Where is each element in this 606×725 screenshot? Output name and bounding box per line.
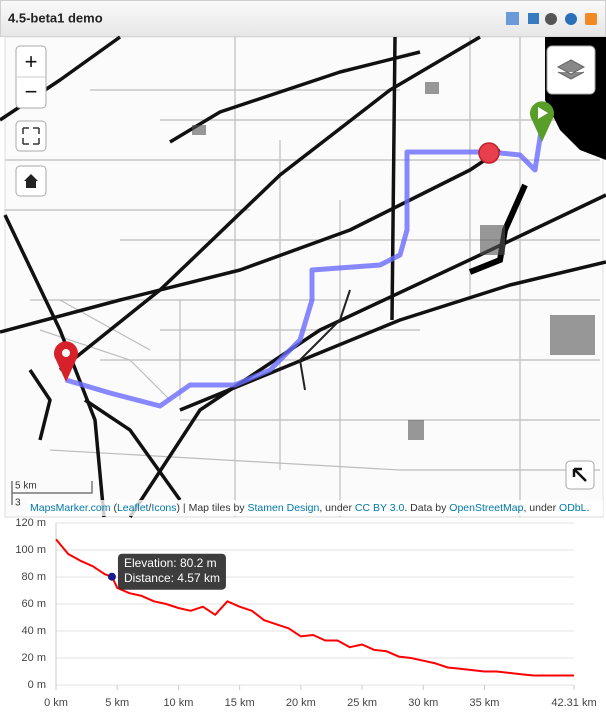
hover-point: [107, 572, 116, 581]
icon-qr[interactable]: [545, 13, 557, 25]
x-tick-label: 15 km: [225, 697, 255, 709]
link[interactable]: Stamen Design: [248, 502, 320, 514]
link[interactable]: Leaflet: [117, 502, 149, 514]
zoom-control: + −: [15, 45, 47, 109]
fullscreen-button[interactable]: [15, 120, 47, 152]
x-tick-label: 5 km: [105, 697, 129, 709]
position-marker: [478, 142, 500, 164]
y-tick-label: 60 m: [22, 598, 46, 610]
x-tick-label: 20 km: [286, 697, 316, 709]
text: (: [111, 502, 118, 514]
elevation-line: [55, 538, 574, 677]
fullscreen-icon: [22, 127, 40, 145]
icon-fullscreen[interactable]: [528, 13, 539, 24]
attribution: MapsMarker.com (Leaflet/Icons) | Map til…: [30, 502, 589, 514]
end-marker[interactable]: [530, 101, 555, 142]
x-tick-label: 35 km: [470, 697, 500, 709]
scale-metric: 5 km: [15, 481, 37, 492]
zoom-in[interactable]: +: [25, 49, 38, 74]
x-tick-label: 10 km: [163, 697, 193, 709]
icon-geo[interactable]: [565, 13, 577, 25]
header-icons: [506, 12, 597, 25]
start-marker[interactable]: [54, 341, 78, 382]
link[interactable]: MapsMarker.com: [30, 502, 111, 514]
tooltip-line: Distance: 4.57 km: [124, 571, 220, 585]
text: /: [148, 502, 151, 514]
text: .: [586, 502, 589, 514]
scale: 5 km 3: [11, 481, 93, 509]
map[interactable]: + − 5 km 3 MapsMarker.com (Leaflet/Icons…: [0, 35, 606, 518]
y-tick-label: 0 m: [28, 679, 46, 691]
link[interactable]: OpenStreetMap: [449, 502, 523, 514]
icon-kml[interactable]: [506, 12, 519, 25]
minor-roads: [5, 37, 600, 517]
scale-imperial: 3: [15, 498, 21, 509]
link[interactable]: ODbL: [559, 502, 587, 514]
x-tick-label: 30 km: [408, 697, 438, 709]
x-tick-label: 25 km: [347, 697, 377, 709]
wetlands: [192, 82, 595, 440]
x-tick-label: 0 km: [44, 697, 68, 709]
header-bar: [0, 0, 606, 37]
attribution-bg: [27, 500, 603, 516]
y-tick-label: 20 m: [22, 652, 46, 664]
y-tick-label: 40 m: [22, 625, 46, 637]
elevation-chart: 0 m 20 m 40 m 60 m 80 m 100 m 120 m 0 km 5 km 10 …: [15, 517, 596, 709]
layers-icon: [556, 59, 586, 80]
text: ) | Map tiles by: [177, 502, 248, 514]
y-tick-label: 100 m: [15, 544, 46, 556]
tooltip-line: Elevation: 80.2 m: [124, 556, 217, 570]
tooltip-box: [117, 553, 226, 590]
route: [65, 124, 545, 409]
y-tick-label: 120 m: [15, 517, 46, 529]
text: . Data by: [404, 502, 449, 514]
zoom-out[interactable]: −: [25, 79, 38, 104]
link[interactable]: Icons: [151, 502, 176, 514]
widget-title: 4.5-beta1 demo: [8, 10, 103, 25]
icon-rss[interactable]: [585, 13, 597, 25]
minimap-icon: [572, 467, 587, 482]
x-tick-label: 42.31 km: [551, 697, 596, 709]
y-tick-label: 80 m: [22, 571, 46, 583]
text: , under: [319, 502, 355, 514]
home-icon: [24, 174, 38, 188]
creek: [298, 289, 351, 391]
link[interactable]: CC BY 3.0: [355, 502, 405, 514]
text: , under: [523, 502, 559, 514]
